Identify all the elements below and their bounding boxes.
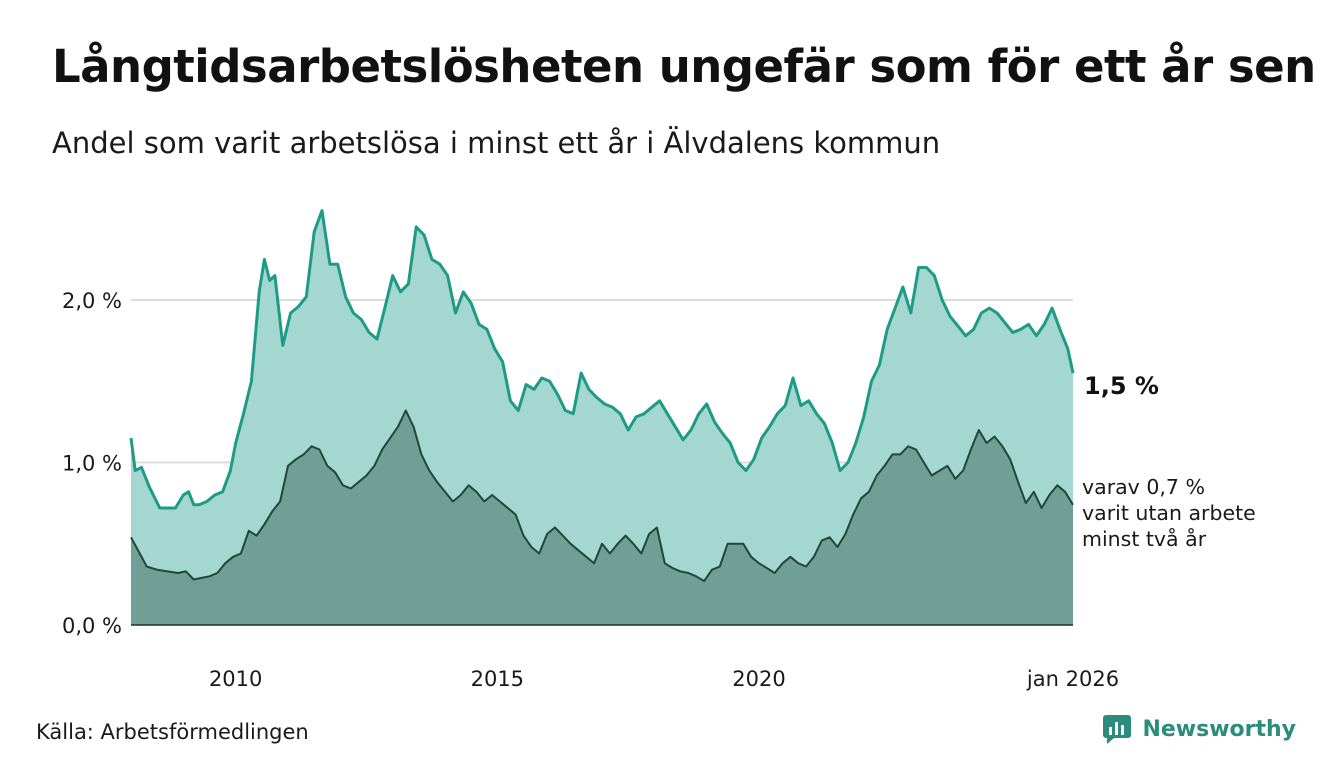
area-chart: 0,0 % 1,0 % 2,0 % 2010 2015 2020 jan 2026 1,5 … bbox=[62, 209, 1256, 691]
x-tick-label: 2020 bbox=[732, 667, 785, 691]
end-label-long-term: varit utan arbete bbox=[1082, 501, 1256, 525]
chart-title: Långtidsarbetslösheten ungefär som för e… bbox=[52, 40, 1316, 93]
y-tick-label: 2,0 % bbox=[62, 289, 122, 313]
x-tick-label: 2015 bbox=[471, 667, 524, 691]
x-tick-label: 2010 bbox=[209, 667, 262, 691]
brand-name: Newsworthy bbox=[1142, 716, 1296, 742]
end-label-long-term: varav 0,7 % bbox=[1082, 475, 1205, 499]
end-label-total: 1,5 % bbox=[1084, 372, 1159, 400]
series-line-long-term bbox=[130, 409, 1074, 583]
series-area-long-term bbox=[131, 410, 1073, 625]
end-label-long-term: minst två år bbox=[1082, 526, 1207, 551]
y-tick-label: 0,0 % bbox=[62, 614, 122, 638]
chart-subtitle: Andel som varit arbetslösa i minst ett å… bbox=[52, 126, 941, 160]
series-line-total bbox=[129, 209, 1075, 510]
x-tick-label: jan 2026 bbox=[1026, 667, 1119, 691]
newsworthy-logo-icon bbox=[1103, 715, 1132, 744]
brand-logo: Newsworthy bbox=[1102, 714, 1296, 744]
y-tick-label: 1,0 % bbox=[62, 452, 122, 476]
source-note: Källa: Arbetsförmedlingen bbox=[36, 720, 309, 744]
